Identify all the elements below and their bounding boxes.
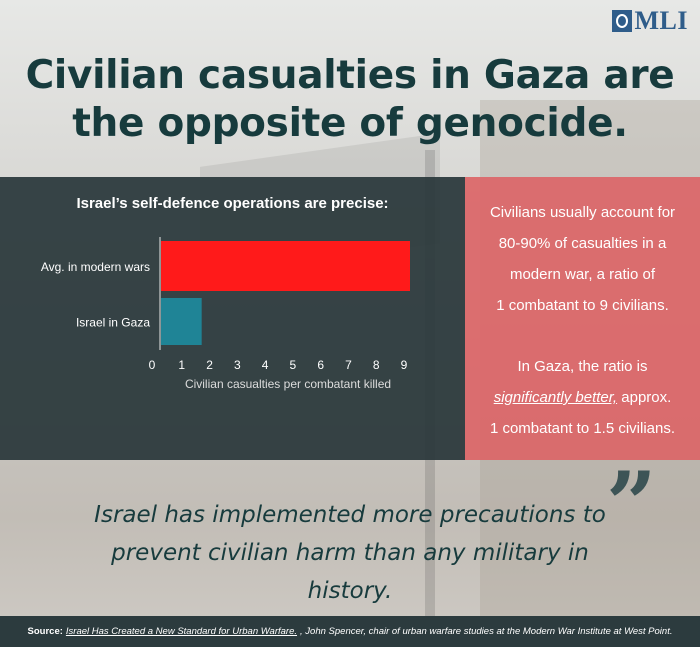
info-p2-line: 1 combatant to 1.5 civilians.: [489, 420, 676, 437]
source-label: Source:: [27, 626, 63, 637]
chart-title: Israel’s self-defence operations are pre…: [76, 195, 389, 212]
info-p2-after: approx.: [617, 389, 672, 406]
info-p1-line: 80-90% of casualties in a: [498, 235, 667, 252]
quote-line-1: Israel has implemented more precautions …: [94, 502, 606, 528]
info-p1-line: modern war, a ratio of: [509, 266, 656, 283]
x-tick-label: 9: [401, 358, 408, 372]
emphasis-text: significantly better,: [493, 389, 618, 406]
info-paragraph-1: Civilians usually account for 80-90% of …: [465, 197, 700, 321]
headline-line-2: the opposite of genocide.: [72, 101, 628, 146]
info-p1-line: Civilians usually account for: [489, 204, 676, 221]
source-attribution: , John Spencer, chair of urban warfare s…: [300, 626, 673, 637]
quote-line-2: prevent civilian harm than any military …: [111, 540, 589, 604]
quotation-mark-icon: ”: [606, 452, 657, 556]
chart-panel: Israel’s self-defence operations are pre…: [0, 177, 465, 460]
mli-logo: MLI: [611, 6, 689, 35]
logo-text: MLI: [634, 6, 688, 35]
logo-emblem-icon: [611, 10, 632, 32]
bar-chart: Avg. in modern wars Israel in Gaza 0 1 2 3 4 5 6…: [41, 237, 410, 391]
x-tick-label: 4: [262, 358, 269, 372]
category-label: Israel in Gaza: [76, 316, 150, 330]
headline: Civilian casualties in Gaza are the oppo…: [0, 52, 700, 148]
source-link[interactable]: Israel Has Created a New Standard for Ur…: [65, 626, 298, 637]
x-axis-label: Civilian casualties per combatant killed: [185, 377, 391, 391]
info-panel: Civilians usually account for 80-90% of …: [465, 177, 700, 460]
pull-quote: Israel has implemented more precautions …: [70, 496, 630, 610]
x-tick-label: 1: [178, 358, 185, 372]
x-tick-label: 3: [234, 358, 241, 372]
source-bar: Source: Israel Has Created a New Standar…: [0, 616, 700, 647]
headline-line-1: Civilian casualties in Gaza are: [25, 53, 675, 98]
bar-modern-wars: [161, 241, 410, 291]
x-tick-label: 7: [345, 358, 352, 372]
x-tick-label: 6: [317, 358, 324, 372]
info-p2-line: significantly better, approx.: [465, 382, 700, 413]
info-paragraph-2: In Gaza, the ratio is significantly bett…: [465, 351, 700, 444]
info-p2-line: In Gaza, the ratio is: [517, 358, 648, 375]
bar-israel-gaza: [161, 298, 202, 345]
x-tick-label: 0: [149, 358, 156, 372]
x-tick-label: 2: [206, 358, 213, 372]
x-tick-label: 5: [290, 358, 297, 372]
category-label: Avg. in modern wars: [41, 260, 150, 274]
info-p1-line: 1 combatant to 9 civilians.: [496, 297, 669, 314]
x-tick-label: 8: [373, 358, 380, 372]
